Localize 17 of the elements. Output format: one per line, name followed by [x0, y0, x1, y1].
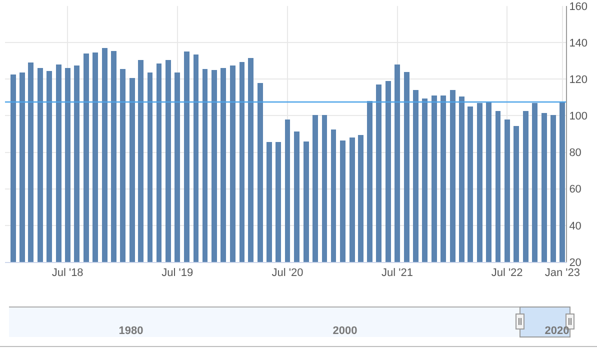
y-tick-label: 100: [569, 110, 588, 123]
y-tick-label: 40: [569, 220, 582, 232]
y-tick-label: 160: [569, 0, 588, 13]
x-tick-label: Jul '18: [52, 267, 84, 280]
y-tick-label: 120: [569, 74, 588, 86]
text: 1980: [118, 325, 144, 337]
text: 2000: [332, 325, 358, 337]
x-tick-label: Jul '19: [162, 267, 194, 280]
y-tick-label: 80: [569, 147, 582, 160]
x-tick-label: Jan '23: [544, 267, 580, 280]
x-tick-label: Jul '20: [272, 267, 304, 280]
y-tick-label: 20: [569, 256, 582, 269]
x-tick-label: Jul '22: [491, 267, 523, 280]
text: 2020: [544, 325, 570, 337]
x-tick-label: Jul '21: [382, 267, 413, 280]
y-tick-label: 60: [569, 184, 582, 196]
y-tick-label: 140: [569, 37, 588, 50]
